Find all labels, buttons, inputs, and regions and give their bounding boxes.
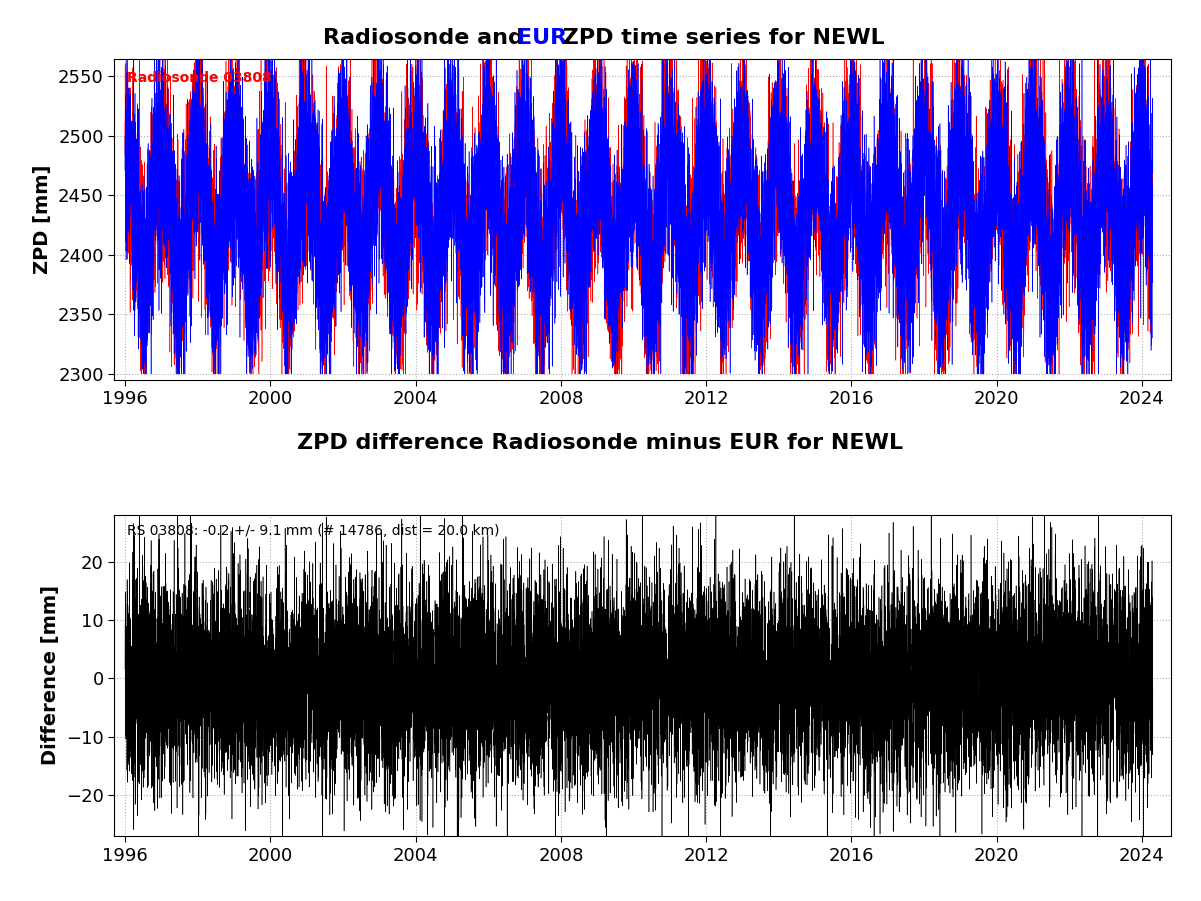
Y-axis label: ZPD [mm]: ZPD [mm] [34,165,53,274]
Text: ZPD time series for NEWL: ZPD time series for NEWL [555,28,885,48]
Text: Radiosonde 03808: Radiosonde 03808 [127,71,271,86]
Y-axis label: Difference [mm]: Difference [mm] [41,586,60,766]
Text: Radiosonde and: Radiosonde and [323,28,532,48]
Text: EUR: EUR [516,28,567,48]
Text: RS 03808: -0.2 +/- 9.1 mm (# 14786, dist = 20.0 km): RS 03808: -0.2 +/- 9.1 mm (# 14786, dist… [127,524,500,539]
Text: ZPD difference Radiosonde minus EUR for NEWL: ZPD difference Radiosonde minus EUR for … [298,433,903,453]
